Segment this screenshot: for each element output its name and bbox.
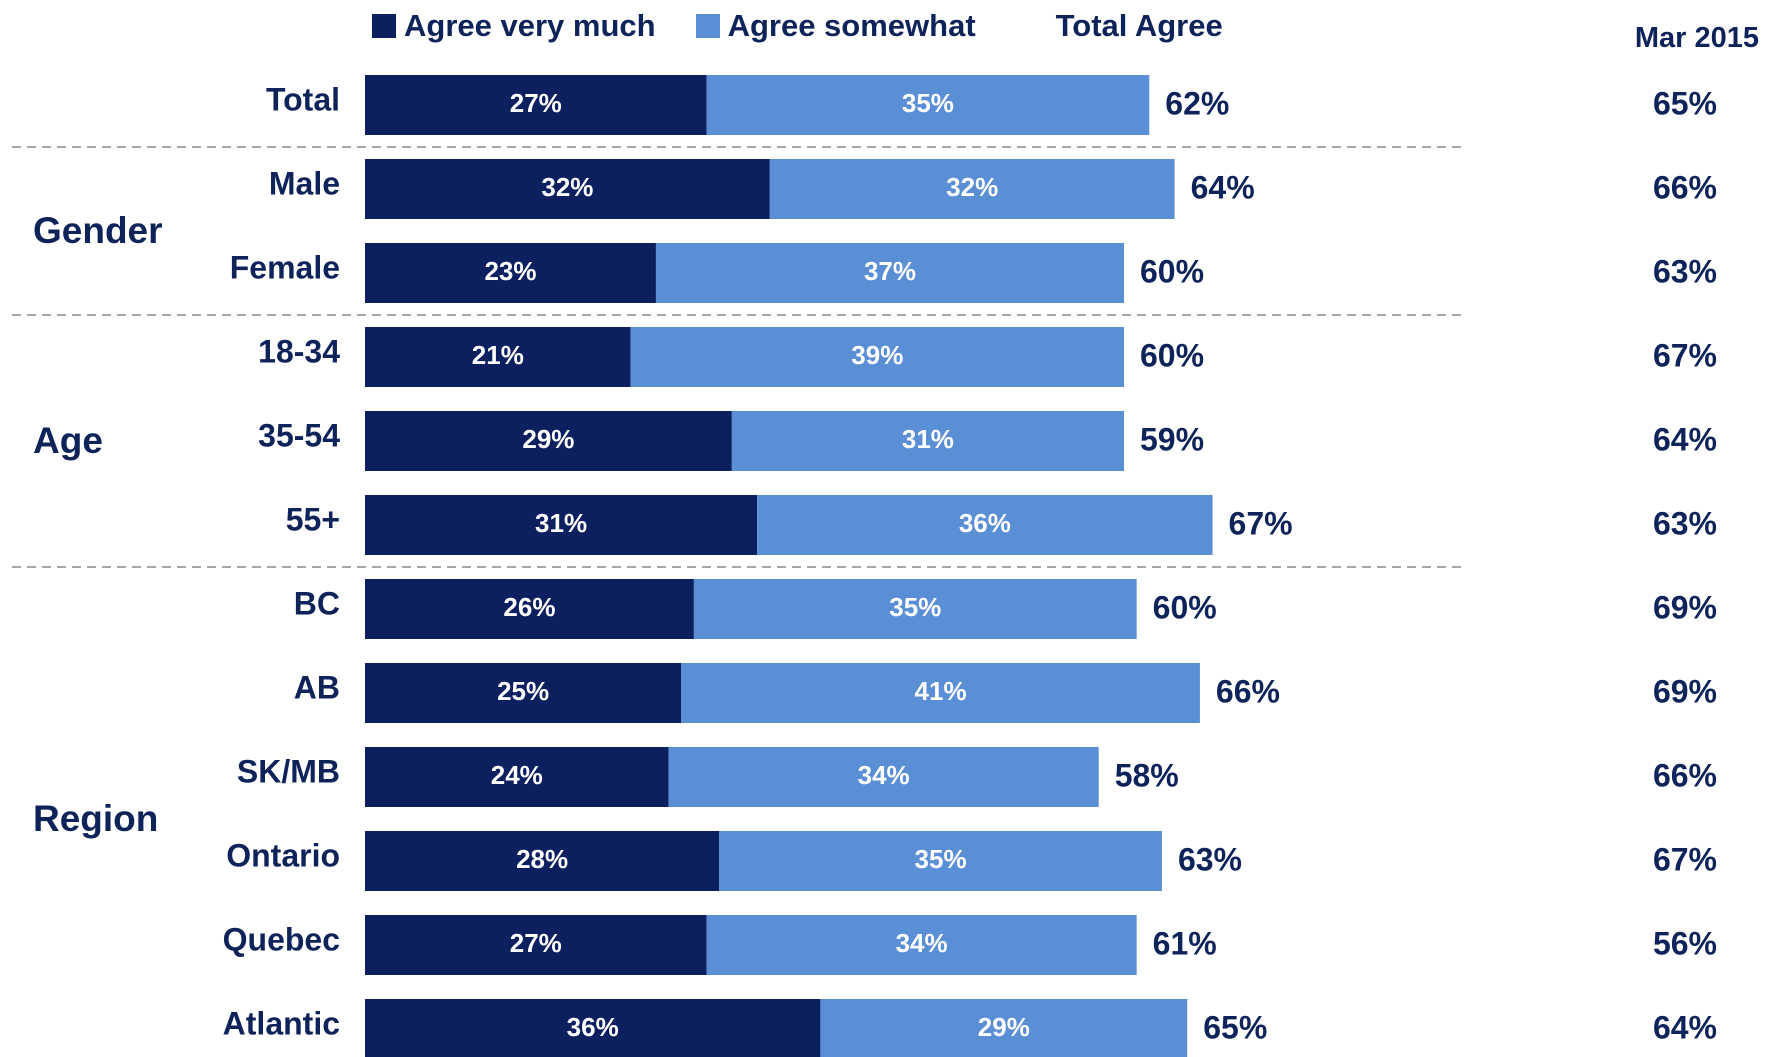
- bar-agree-somewhat: [706, 75, 1150, 135]
- bar-agree-somewhat: [731, 411, 1124, 471]
- data-label-agree-somewhat: 41%: [915, 676, 967, 706]
- group-label: Gender: [33, 210, 163, 251]
- bar-agree-very-much: [365, 327, 631, 387]
- bar-agree-very-much: [365, 243, 656, 303]
- data-label-agree-very-much: 36%: [567, 1012, 619, 1042]
- bar-agree-very-much: [365, 831, 720, 891]
- group-label: Age: [33, 420, 103, 461]
- mar-2015-value: 64%: [1653, 421, 1717, 457]
- bar-agree-somewhat: [630, 327, 1124, 387]
- data-label-agree-very-much: 26%: [503, 592, 555, 622]
- mar-2015-value: 56%: [1653, 925, 1717, 961]
- bar-agree-very-much: [365, 495, 758, 555]
- category-label: SK/MB: [237, 753, 340, 789]
- data-label-agree-somewhat: 37%: [864, 256, 916, 286]
- category-label: Quebec: [223, 921, 340, 957]
- legend-item-agree-somewhat: Agree somewhat: [695, 8, 976, 44]
- mar-2015-value: 63%: [1653, 253, 1717, 289]
- bar-agree-somewhat: [655, 243, 1124, 303]
- total-agree-value: 59%: [1140, 421, 1204, 457]
- total-agree-value: 67%: [1229, 505, 1293, 541]
- mar-2015-header: Mar 2015: [1634, 22, 1759, 54]
- mar-2015-value: 69%: [1653, 673, 1717, 709]
- data-label-agree-very-much: 25%: [497, 676, 549, 706]
- bar-agree-somewhat: [706, 915, 1137, 975]
- legend-item-agree-very-much: Agree very much: [372, 8, 656, 44]
- legend-total-agree: Total Agree: [1055, 8, 1223, 43]
- category-label: AB: [294, 669, 340, 705]
- category-label: Atlantic: [223, 1005, 340, 1041]
- data-label-agree-somewhat: 29%: [978, 1012, 1030, 1042]
- category-label: Female: [230, 249, 340, 285]
- data-label-agree-somewhat: 34%: [858, 760, 910, 790]
- bar-agree-very-much: [365, 747, 669, 807]
- category-label: 35-54: [258, 417, 340, 453]
- data-label-agree-very-much: 24%: [491, 760, 543, 790]
- data-label-agree-somewhat: 34%: [896, 928, 948, 958]
- category-label: 18-34: [258, 333, 340, 369]
- total-agree-value: 60%: [1140, 337, 1204, 373]
- mar-2015-value: 66%: [1653, 169, 1717, 205]
- total-agree-value: 66%: [1216, 673, 1280, 709]
- bar-agree-very-much: [365, 75, 707, 135]
- category-label: 55+: [286, 501, 340, 537]
- data-label-agree-very-much: 23%: [484, 256, 536, 286]
- mar-2015-value: 67%: [1653, 337, 1717, 373]
- category-label: Male: [269, 165, 340, 201]
- data-label-agree-somewhat: 35%: [902, 88, 954, 118]
- total-agree-value: 60%: [1153, 589, 1217, 625]
- mar-2015-value: 66%: [1653, 757, 1717, 793]
- total-agree-value: 62%: [1165, 85, 1229, 121]
- bar-agree-very-much: [365, 663, 682, 723]
- data-label-agree-somewhat: 36%: [959, 508, 1011, 538]
- data-label-agree-somewhat: 32%: [946, 172, 998, 202]
- bar-agree-somewhat: [769, 159, 1175, 219]
- bar-agree-very-much: [365, 411, 732, 471]
- bar-agree-somewhat: [693, 579, 1137, 639]
- mar-2015-value: 67%: [1653, 841, 1717, 877]
- legend-label: Agree very much: [404, 8, 656, 43]
- data-label-agree-somewhat: 35%: [889, 592, 941, 622]
- data-label-agree-very-much: 27%: [510, 928, 562, 958]
- legend-swatch-light: [695, 14, 720, 38]
- group-label: Region: [33, 798, 158, 839]
- total-agree-value: 63%: [1178, 841, 1242, 877]
- legend-label: Agree somewhat: [727, 8, 976, 43]
- data-label-agree-very-much: 27%: [510, 88, 562, 118]
- category-label: Total: [266, 81, 340, 117]
- category-label: BC: [294, 585, 340, 621]
- data-label-agree-somewhat: 39%: [851, 340, 903, 370]
- mar-2015-value: 69%: [1653, 589, 1717, 625]
- total-agree-value: 65%: [1203, 1009, 1267, 1045]
- data-label-agree-very-much: 31%: [535, 508, 587, 538]
- total-agree-value: 61%: [1153, 925, 1217, 961]
- bar-agree-somewhat: [668, 747, 1099, 807]
- bar-agree-somewhat: [681, 663, 1200, 723]
- chart-legend: Agree very much Agree somewhat Total Agr…: [372, 4, 1223, 48]
- data-label-agree-somewhat: 35%: [915, 844, 967, 874]
- bar-agree-very-much: [365, 915, 707, 975]
- data-label-agree-somewhat: 31%: [902, 424, 954, 454]
- total-agree-value: 58%: [1115, 757, 1179, 793]
- legend-swatch-dark: [372, 14, 396, 38]
- mar-2015-value: 63%: [1653, 505, 1717, 541]
- total-agree-value: 60%: [1140, 253, 1204, 289]
- category-label: Ontario: [226, 837, 340, 873]
- data-label-agree-very-much: 32%: [541, 172, 593, 202]
- bar-agree-somewhat: [820, 999, 1188, 1057]
- mar-2015-value: 65%: [1653, 85, 1717, 121]
- mar-2015-value: 64%: [1653, 1009, 1717, 1045]
- data-label-agree-very-much: 28%: [516, 844, 568, 874]
- bar-agree-very-much: [365, 159, 770, 219]
- bar-agree-very-much: [365, 579, 694, 639]
- total-agree-value: 64%: [1191, 169, 1255, 205]
- data-label-agree-very-much: 21%: [472, 340, 524, 370]
- data-label-agree-very-much: 29%: [522, 424, 574, 454]
- bar-agree-very-much: [365, 999, 821, 1057]
- bar-agree-somewhat: [757, 495, 1213, 555]
- bar-agree-somewhat: [719, 831, 1162, 891]
